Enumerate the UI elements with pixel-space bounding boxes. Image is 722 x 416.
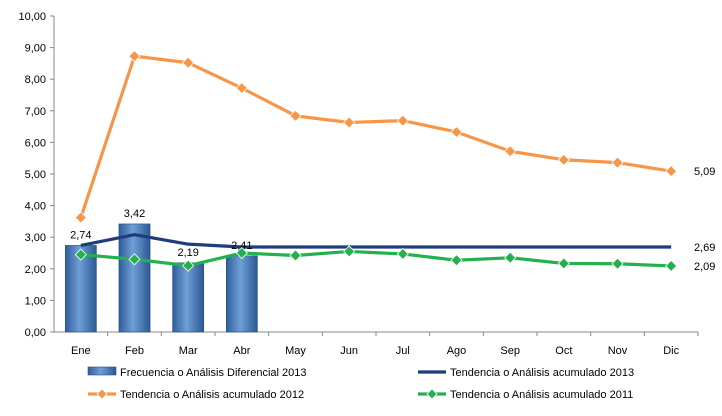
x-tick-label: May (285, 345, 306, 357)
data-point (343, 116, 356, 129)
data-point (396, 247, 409, 261)
data-point (289, 249, 302, 262)
x-tick-label: Feb (125, 345, 144, 357)
legend-item: Tendencia o Análisis acumulado 2011 (418, 388, 633, 401)
y-tick-labels: 0,00 1,00 2,00 3,00 4,00 5,00 6,00 7,00 8,00 9,00… (18, 11, 54, 339)
data-point (557, 257, 570, 270)
bar (225, 255, 258, 333)
legend-label: Tendencia o Análisis acumulado 2011 (450, 389, 633, 401)
data-point (128, 50, 141, 63)
bar (172, 262, 205, 333)
y-tick-label: 5,00 (25, 169, 46, 181)
data-point (235, 246, 248, 260)
data-point (74, 248, 87, 261)
x-tick-label: Jun (340, 345, 358, 357)
bar-data-labels: 2,74 3,42 2,19 2,41 (70, 208, 252, 259)
data-label: 3,42 (124, 208, 145, 220)
data-point (450, 254, 463, 267)
y-tick-label: 10,00 (18, 11, 46, 23)
x-tick-label: Sep (500, 345, 520, 357)
data-point (396, 114, 409, 127)
series-line (79, 54, 672, 219)
x-tick-label: Abr (233, 345, 250, 357)
x-tick-label: Jul (396, 345, 410, 357)
line-series: 2,69 (80, 233, 715, 254)
legend-label: Tendencia o Análisis acumulado 2013 (450, 367, 634, 379)
bar (118, 223, 151, 333)
data-point (450, 125, 463, 139)
line-series: 5,09 (74, 50, 715, 224)
data-point (504, 251, 517, 264)
y-tick-label: 9,00 (25, 43, 46, 55)
data-label: 2,19 (177, 247, 198, 259)
series-line (80, 233, 672, 249)
data-point (611, 156, 624, 169)
legend-item: Tendencia o Análisis acumulado 2013 (418, 367, 634, 379)
data-point (289, 109, 302, 122)
data-point (128, 253, 141, 266)
x-tick-label: Nov (608, 345, 628, 357)
data-point (74, 211, 87, 224)
y-tick-label: 0,00 (25, 327, 46, 339)
end-label: 2,69 (694, 242, 715, 254)
legend-swatch (87, 366, 117, 376)
y-tick-label: 4,00 (25, 201, 46, 213)
y-tick-label: 3,00 (25, 232, 46, 244)
data-point (96, 388, 108, 400)
end-label: 2,09 (694, 261, 715, 273)
data-point (235, 81, 248, 95)
end-label: 5,09 (694, 166, 715, 178)
x-tick-label: Mar (179, 345, 198, 357)
y-tick-label: 1,00 (25, 295, 46, 307)
legend: Frecuencia o Análisis Diferencial 2013 Te… (87, 366, 634, 401)
line-series: 2,09 (74, 245, 715, 273)
data-point (557, 153, 570, 166)
data-point (426, 388, 438, 400)
y-tick-label: 2,00 (25, 264, 46, 276)
legend-label: Frecuencia o Análisis Diferencial 2013 (120, 367, 307, 379)
data-label: 2,74 (70, 229, 91, 241)
data-point (343, 245, 356, 258)
x-tick-label: Dic (663, 345, 679, 357)
plot-area: 2,69 2,09 5,09 2,74 3,42 2,19 2,41 (64, 50, 715, 333)
x-axis: Ene Feb Mar Abr May Jun Jul Ago Sep Oct Nov Dic (54, 331, 699, 357)
series-line (80, 249, 672, 268)
x-tick-label: Ene (71, 345, 91, 357)
data-point (504, 145, 517, 158)
legend-label: Tendencia o Análisis acumulado 2012 (120, 389, 304, 401)
data-point (611, 257, 624, 270)
x-tick-labels: Ene Feb Mar Abr May Jun Jul Ago Sep Oct Nov Dic (71, 332, 699, 357)
x-tick-label: Ago (447, 345, 467, 357)
data-point (665, 259, 678, 273)
y-tick-label: 8,00 (25, 74, 46, 86)
legend-item: Frecuencia o Análisis Diferencial 2013 (87, 366, 307, 379)
y-tick-label: 7,00 (25, 106, 46, 118)
y-tick-label: 6,00 (25, 137, 46, 149)
y-axis: 0,00 1,00 2,00 3,00 4,00 5,00 6,00 7,00 8,00 9,00… (18, 11, 55, 339)
x-tick-label: Oct (555, 345, 572, 357)
legend-item: Tendencia o Análisis acumulado 2012 (88, 388, 304, 401)
data-point (182, 259, 195, 272)
data-point (182, 56, 195, 69)
data-point (665, 165, 678, 178)
data-label: 2,41 (231, 240, 252, 252)
